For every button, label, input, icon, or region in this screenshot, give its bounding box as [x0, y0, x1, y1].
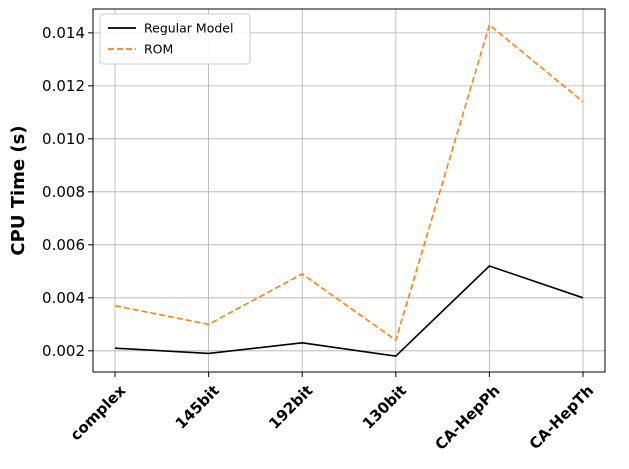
series-lines: [114, 24, 584, 357]
y-tick-label: 0.004: [42, 289, 85, 307]
tick-marks: [88, 32, 584, 377]
x-tick-label: CA-HepPh: [432, 382, 504, 454]
x-tick-label: complex: [67, 381, 130, 444]
legend-label-0: Regular Model: [144, 21, 233, 36]
legend-label-1: ROM: [144, 42, 173, 57]
grid-lines: [93, 9, 605, 372]
plot-frame: [92, 8, 606, 373]
legend-box: [99, 13, 251, 65]
y-tick-label: 0.014: [42, 24, 85, 42]
y-tick-label: 0.012: [42, 77, 85, 95]
x-tick-label: CA-HepTh: [526, 382, 598, 454]
x-tick-label: 192bit: [265, 382, 316, 433]
x-tick-label: 145bit: [172, 382, 223, 433]
x-tick-labels: complex 145bit 192bit 130bit CA-HepPh CA-HepT…: [67, 381, 598, 453]
series-line-0: [114, 265, 584, 357]
x-tick-label: 130bit: [359, 382, 410, 433]
y-tick-label: 0.006: [42, 236, 85, 254]
series-line-1: [114, 24, 584, 342]
y-tick-labels: 0.002 0.004 0.006 0.008 0.010 0.012 0.014: [42, 24, 85, 360]
y-tick-label: 0.010: [42, 130, 85, 148]
y-tick-label: 0.002: [42, 342, 85, 360]
y-tick-label: 0.008: [42, 183, 85, 201]
legend: Regular Model ROM: [99, 13, 251, 65]
y-axis-label: CPU Time (s): [8, 125, 29, 255]
